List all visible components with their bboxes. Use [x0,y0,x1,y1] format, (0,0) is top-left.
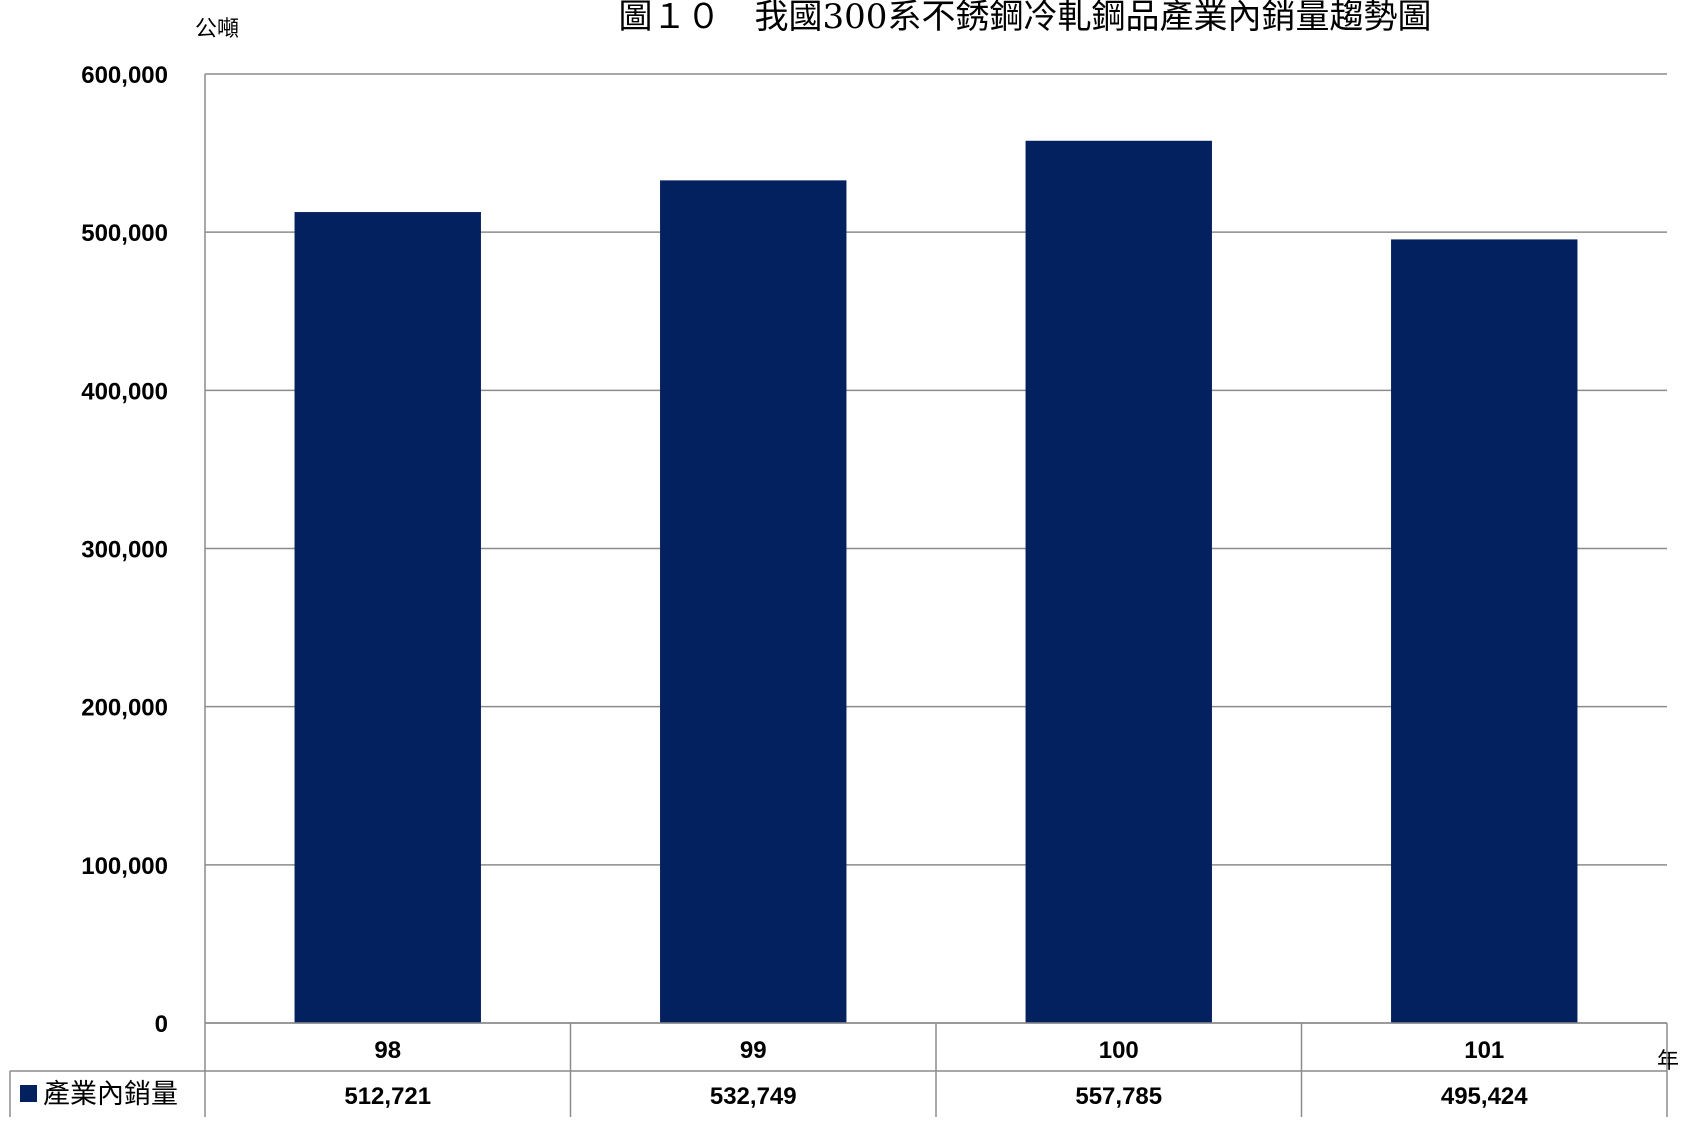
data-label: 557,785 [1075,1083,1162,1110]
data-label: 512,721 [344,1083,431,1110]
y-tick-label: 600,000 [81,62,168,89]
y-tick-label: 500,000 [81,220,168,247]
y-axis-ticks: 0 100,000 200,000 300,000 400,000 500,000 600,… [81,62,168,1038]
data-label: 532,749 [710,1083,797,1110]
y-tick-label: 100,000 [81,853,168,880]
data-table: 98 512,721 99 532,749 100 557,785 101 495,424 產業… [9,1022,1668,1117]
bar [294,212,481,1024]
x-tick-label: 100 [1099,1037,1139,1064]
data-label: 495,424 [1441,1083,1528,1110]
x-tick-label: 99 [740,1037,767,1064]
y-tick-label: 400,000 [81,378,168,405]
y-tick-label: 200,000 [81,695,168,722]
chart-title: 圖１０ 我國300系不銹鋼冷軋鋼品產業內銷量趨勢圖 [619,0,1432,37]
x-tick-label: 98 [374,1037,401,1064]
legend-swatch [20,1085,37,1102]
y-tick-label: 300,000 [81,537,168,564]
bar [1391,239,1578,1024]
bar [660,180,847,1024]
bars [294,140,1578,1024]
x-axis-unit: 年 [1657,1048,1679,1073]
x-tick-label: 101 [1464,1037,1504,1064]
bar [1025,140,1212,1023]
y-axis-unit: 公噸 [195,16,239,41]
legend-label: 產業內銷量 [43,1079,178,1109]
y-tick-label: 0 [155,1011,168,1038]
